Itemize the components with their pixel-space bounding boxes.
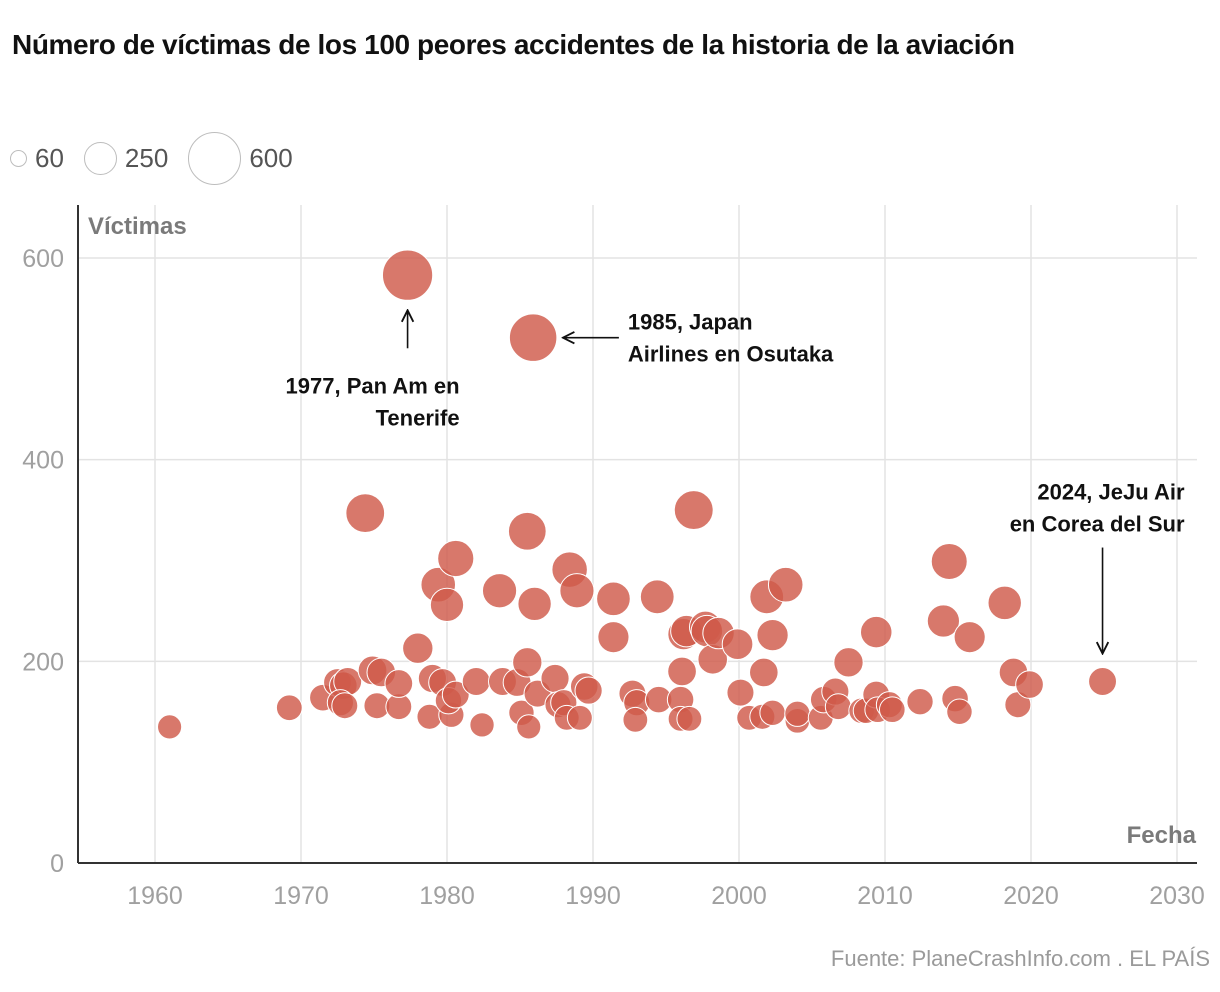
legend-circle-small bbox=[10, 149, 27, 167]
bubble bbox=[930, 543, 968, 581]
bubble bbox=[824, 693, 852, 721]
bubble bbox=[512, 647, 543, 678]
chart-title: Número de víctimas de los 100 peores acc… bbox=[12, 29, 1015, 60]
x-tick-label: 1990 bbox=[565, 882, 621, 910]
y-tick-label: 200 bbox=[22, 648, 64, 676]
bubble bbox=[726, 678, 755, 707]
bubble bbox=[759, 699, 786, 726]
bubble bbox=[516, 714, 542, 740]
bubble bbox=[574, 676, 603, 705]
bubble bbox=[639, 579, 675, 615]
bubble bbox=[461, 667, 491, 696]
annotation-text: Airlines en Osutaka bbox=[628, 342, 834, 367]
y-tick-label: 400 bbox=[22, 447, 64, 475]
annotation-text: en Corea del Sur bbox=[1010, 512, 1185, 537]
legend-item-large: 600 bbox=[188, 131, 293, 185]
axes: 1960 1970 1980 1990 2000 2010 2020 2030 0 200 400 6… bbox=[22, 205, 1205, 910]
legend-circle-medium bbox=[83, 141, 117, 175]
bubble bbox=[953, 621, 986, 654]
bubble bbox=[721, 628, 754, 661]
bubble bbox=[429, 587, 465, 623]
annotation: 2024, JeJu Air en Corea del Sur bbox=[1010, 480, 1185, 654]
legend-item-small: 60 bbox=[10, 143, 64, 174]
bubble bbox=[749, 657, 779, 688]
bubbles bbox=[157, 249, 1117, 740]
bubble bbox=[833, 647, 864, 678]
bubble bbox=[860, 615, 893, 649]
bubble bbox=[667, 656, 697, 687]
annotation: 1985, Japan Airlines en Osutaka bbox=[563, 310, 834, 367]
bubble bbox=[1088, 667, 1117, 696]
legend-item-medium: 250 bbox=[83, 141, 169, 175]
bubble bbox=[437, 539, 475, 578]
bubble bbox=[676, 705, 703, 732]
source-note: Fuente: PlaneCrashInfo.com . EL PAÍS bbox=[830, 946, 1210, 971]
bubble bbox=[469, 712, 495, 738]
x-tick-label: 2020 bbox=[1003, 882, 1059, 910]
bubble bbox=[402, 632, 434, 664]
x-tick-label: 1960 bbox=[127, 882, 183, 910]
legend-label-large: 600 bbox=[249, 142, 293, 173]
bubble bbox=[926, 604, 961, 638]
bubble bbox=[275, 694, 303, 722]
bubble bbox=[540, 663, 570, 694]
bubble bbox=[566, 704, 593, 731]
bubble bbox=[597, 621, 630, 654]
bubble bbox=[345, 493, 386, 533]
annotation-text: Tenerife bbox=[376, 405, 460, 430]
bubble bbox=[157, 714, 183, 740]
bubble bbox=[559, 573, 595, 609]
bubble bbox=[481, 573, 518, 609]
annotation: 1977, Pan Am en Tenerife bbox=[286, 310, 460, 430]
x-tick-label: 1970 bbox=[273, 882, 329, 910]
y-tick-label: 0 bbox=[50, 850, 64, 878]
x-tick-label: 1980 bbox=[419, 882, 475, 910]
legend-label-small: 60 bbox=[35, 142, 64, 173]
bubble bbox=[517, 586, 552, 622]
bubble bbox=[673, 490, 714, 531]
bubble bbox=[756, 618, 789, 652]
bubble bbox=[906, 688, 934, 716]
bubble bbox=[622, 706, 649, 733]
x-tick-label: 2010 bbox=[857, 882, 913, 910]
bubble bbox=[596, 581, 631, 617]
bubble bbox=[946, 698, 973, 725]
bubble bbox=[384, 669, 414, 698]
annotation-text: 1977, Pan Am en bbox=[286, 373, 460, 398]
bubble bbox=[331, 692, 359, 720]
bubble bbox=[507, 511, 547, 551]
x-tick-label: 2000 bbox=[711, 882, 767, 910]
bubble bbox=[767, 566, 804, 603]
bubble bbox=[441, 680, 470, 709]
annotation-text: 1985, Japan bbox=[628, 310, 753, 335]
size-legend: 60 250 600 bbox=[10, 130, 313, 186]
bubble bbox=[508, 313, 558, 362]
legend-circle-large bbox=[188, 131, 242, 185]
bubble bbox=[878, 696, 906, 724]
x-axis-title: Fecha bbox=[1127, 822, 1197, 849]
y-tick-label: 600 bbox=[22, 245, 64, 273]
y-axis-title: Víctimas bbox=[88, 213, 187, 240]
bubble bbox=[381, 249, 434, 301]
annotations: 1977, Pan Am en Tenerife 1985, Japan Airlin… bbox=[286, 310, 1185, 654]
bubble bbox=[1015, 670, 1044, 699]
bubble bbox=[784, 700, 811, 727]
legend-label-medium: 250 bbox=[124, 142, 169, 173]
annotation-text: 2024, JeJu Air bbox=[1037, 480, 1185, 505]
bubble bbox=[987, 585, 1022, 621]
x-tick-label: 2030 bbox=[1149, 882, 1205, 910]
